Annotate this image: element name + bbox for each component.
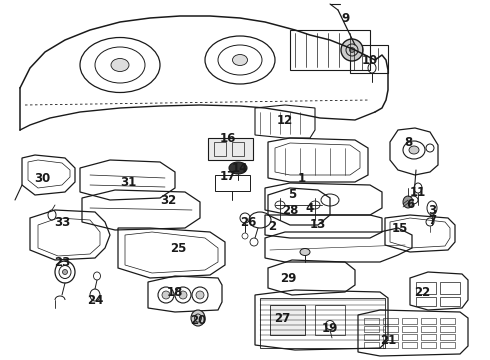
Ellipse shape [349, 48, 354, 53]
Text: 25: 25 [170, 242, 186, 255]
Text: 20: 20 [190, 314, 206, 327]
Bar [260, 298, 385, 348]
Bar [315, 305, 345, 335]
Text: 33: 33 [54, 216, 70, 229]
Bar [350, 45, 388, 73]
Text: 27: 27 [274, 311, 290, 324]
Text: 2: 2 [268, 220, 276, 233]
Bar [215, 175, 250, 191]
Ellipse shape [111, 58, 129, 72]
Bar [416, 297, 436, 306]
Text: 26: 26 [240, 216, 256, 229]
Text: 13: 13 [310, 219, 326, 231]
Text: 18: 18 [167, 287, 183, 300]
Bar [416, 282, 436, 294]
Bar [402, 334, 417, 340]
Text: 19: 19 [322, 321, 338, 334]
Text: 28: 28 [282, 203, 298, 216]
Text: 32: 32 [160, 194, 176, 207]
Text: 21: 21 [380, 333, 396, 346]
Ellipse shape [162, 291, 170, 299]
Bar [440, 342, 455, 348]
Ellipse shape [409, 146, 419, 154]
Ellipse shape [63, 270, 68, 274]
Text: 10: 10 [362, 54, 378, 67]
Bar [364, 318, 379, 324]
Bar [402, 342, 417, 348]
Ellipse shape [341, 39, 363, 61]
Bar [208, 138, 253, 160]
Bar [290, 30, 370, 70]
Bar [270, 305, 305, 335]
Ellipse shape [232, 54, 247, 66]
Bar [440, 334, 455, 340]
Bar [214, 142, 226, 156]
Text: 23: 23 [54, 256, 70, 269]
Ellipse shape [229, 162, 247, 174]
Ellipse shape [300, 248, 310, 256]
Ellipse shape [196, 291, 204, 299]
Ellipse shape [403, 196, 413, 208]
Text: 12: 12 [277, 113, 293, 126]
Text: 9: 9 [341, 12, 349, 24]
Bar [421, 334, 436, 340]
Bar [421, 326, 436, 332]
Text: 15: 15 [392, 221, 408, 234]
Bar [421, 342, 436, 348]
Bar [402, 326, 417, 332]
Text: 30: 30 [34, 171, 50, 184]
Text: 16: 16 [220, 131, 236, 144]
Text: 4: 4 [306, 202, 314, 215]
Ellipse shape [191, 310, 205, 326]
Bar [364, 342, 379, 348]
Bar [383, 318, 398, 324]
Text: 24: 24 [87, 293, 103, 306]
Bar [402, 318, 417, 324]
Bar [364, 326, 379, 332]
Text: 22: 22 [414, 285, 430, 298]
Text: 17: 17 [220, 170, 236, 183]
Bar [440, 326, 455, 332]
Ellipse shape [179, 291, 187, 299]
Text: 8: 8 [404, 135, 412, 148]
Bar [421, 318, 436, 324]
Text: 29: 29 [280, 271, 296, 284]
Bar [383, 334, 398, 340]
Text: 3: 3 [428, 203, 436, 216]
Bar [383, 342, 398, 348]
Bar [440, 318, 455, 324]
Text: 6: 6 [406, 198, 414, 211]
Bar [232, 142, 244, 156]
Bar [440, 297, 460, 306]
Text: 11: 11 [410, 185, 426, 198]
Text: 7: 7 [428, 213, 436, 226]
Text: 1: 1 [298, 171, 306, 184]
Bar [440, 282, 460, 294]
Text: 31: 31 [120, 175, 136, 189]
Text: 14: 14 [232, 162, 248, 175]
Bar [364, 334, 379, 340]
Bar [383, 326, 398, 332]
Text: 5: 5 [288, 189, 296, 202]
